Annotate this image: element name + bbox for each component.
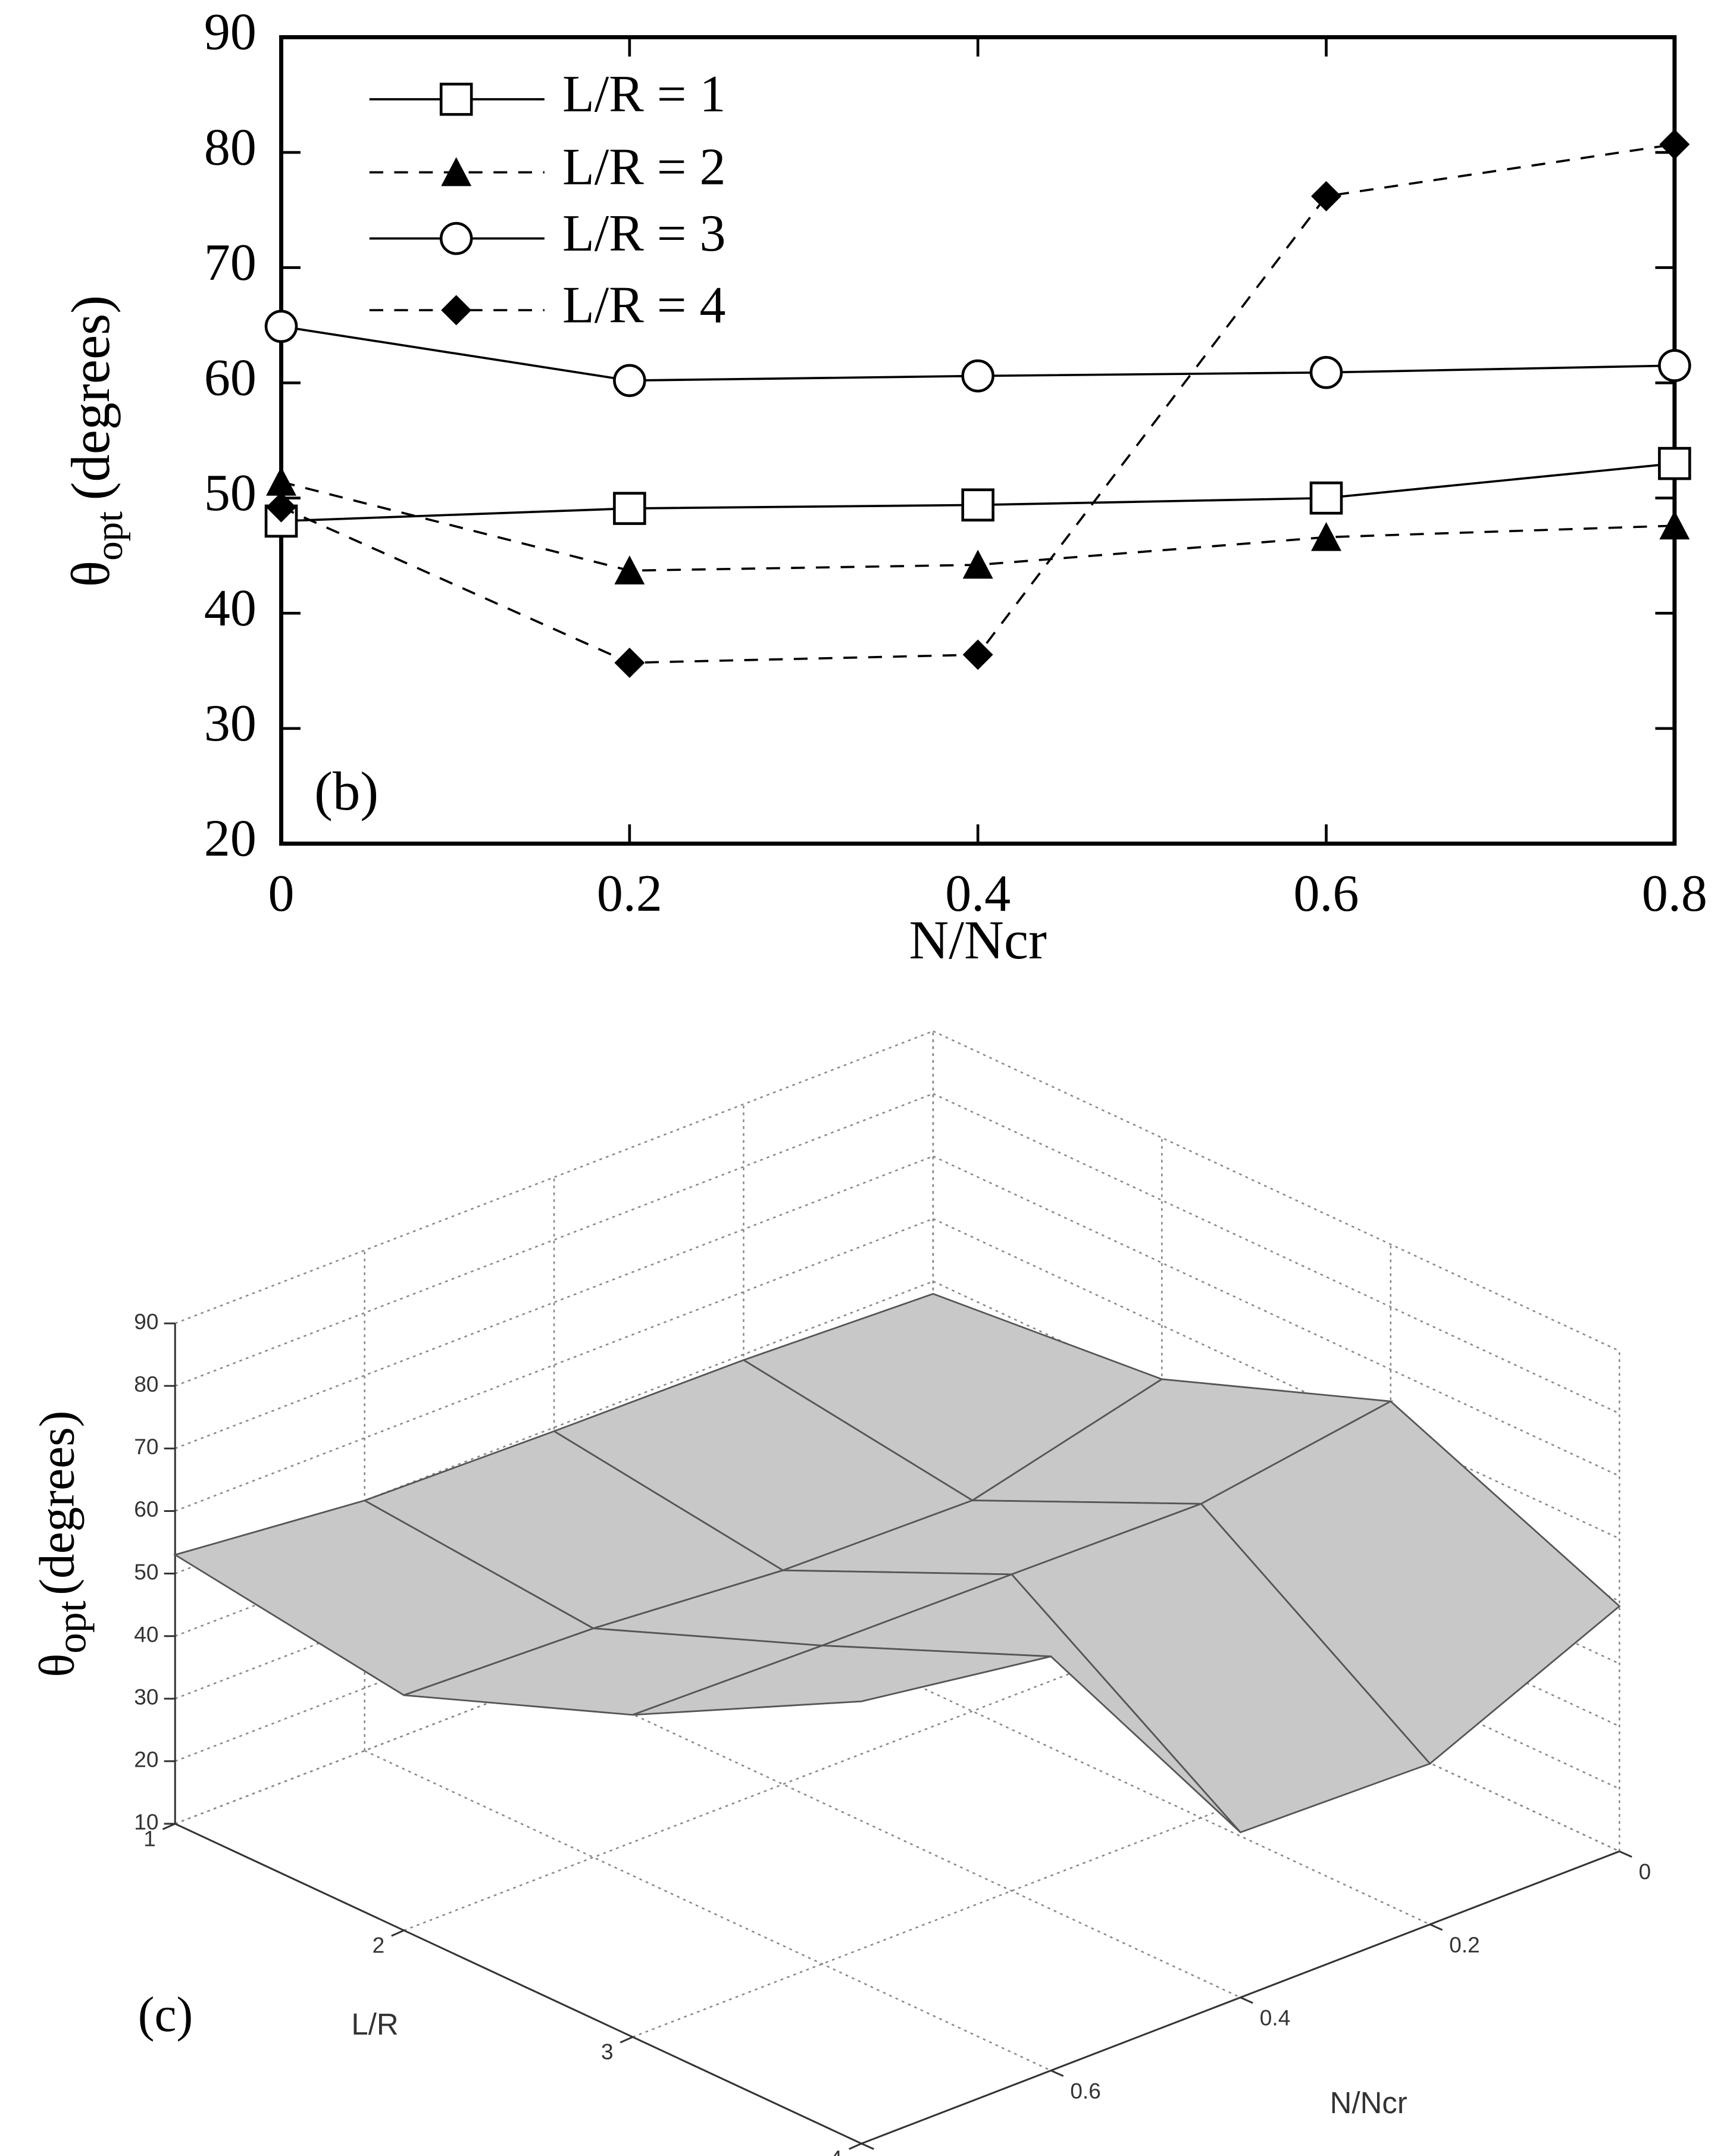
z-grid-line — [174, 1155, 934, 1449]
marker — [613, 364, 646, 398]
panel-label: (c) — [138, 1988, 193, 2042]
y-tick — [162, 1823, 176, 1830]
y-tick-label: 40 — [204, 579, 256, 637]
z-tick-label: 10 — [134, 1810, 158, 1835]
legend-label: L/R = 3 — [562, 205, 726, 263]
x-tick-label: 0.4 — [1260, 2005, 1291, 2030]
y-tick — [391, 1929, 405, 1937]
marker — [439, 82, 473, 116]
x-grid-line — [364, 1749, 1052, 2071]
y-tick-label: 70 — [204, 234, 256, 292]
y-tick-label: 3 — [601, 2039, 614, 2064]
x-tick-label: 0.2 — [597, 865, 662, 923]
y-tick-label: 90 — [204, 4, 256, 61]
legend-label: L/R = 1 — [562, 65, 726, 123]
marker — [614, 555, 645, 585]
z-grid-line — [174, 1280, 934, 1574]
marker — [441, 157, 472, 186]
y-tick-label: 30 — [204, 695, 256, 752]
z-tick-label: 90 — [134, 1309, 158, 1334]
z-grid-line — [174, 1030, 934, 1324]
z-tick-label: 20 — [134, 1747, 158, 1772]
y-tick-label: 50 — [204, 464, 256, 522]
y-axis — [174, 1823, 862, 2145]
z-label-unit: (degrees) — [30, 1411, 85, 1595]
z-axis-label: θopt (degrees) — [30, 1411, 95, 1677]
y-tick-label: 1 — [143, 1826, 156, 1851]
marker — [439, 221, 473, 255]
marker — [613, 492, 646, 525]
surface-patch — [632, 1645, 1052, 1716]
marker — [1659, 129, 1690, 160]
x-tick — [1619, 1850, 1632, 1858]
x-tick-label: 0.4 — [945, 865, 1010, 923]
x-tick-label: 0.8 — [881, 2151, 912, 2156]
z-grid-line — [933, 1093, 1620, 1414]
y-tick-label: 2 — [373, 1933, 385, 1958]
y-tick — [620, 2036, 633, 2043]
z-grid-line — [174, 1093, 934, 1387]
x-axis-label: N/Ncr — [1330, 2086, 1407, 2120]
marker — [961, 488, 995, 522]
y-tick-label: 20 — [204, 810, 256, 867]
y-tick — [849, 2142, 862, 2150]
z-grid-line — [933, 1155, 1620, 1477]
z-label-subscript: opt — [49, 1601, 95, 1654]
z-grid-line — [933, 1280, 1620, 1602]
x-tick-label: 0.8 — [1642, 865, 1707, 923]
z-tick-label: 50 — [134, 1559, 158, 1584]
z-tick-label: 30 — [134, 1684, 158, 1709]
y-grid-line — [403, 1637, 1162, 1932]
y-tick-label: 60 — [204, 349, 256, 407]
x-axis — [861, 1850, 1620, 2145]
z-tick-label: 70 — [134, 1434, 158, 1459]
marker — [962, 639, 993, 670]
z-grid-line — [933, 1218, 1620, 1539]
x-tick-label: 0.2 — [1449, 1932, 1480, 1957]
x-tick — [1240, 1996, 1253, 2004]
marker — [441, 295, 472, 326]
marker — [264, 310, 298, 343]
marker — [1658, 349, 1691, 382]
y-label-unit: (degrees) — [60, 295, 121, 501]
y-tick-label: 80 — [204, 118, 256, 176]
x-grid-line — [553, 1677, 1241, 1998]
z-tick-label: 40 — [134, 1621, 158, 1646]
x-tick-label: 0.6 — [1070, 2078, 1101, 2103]
y-label-symbol: θ — [60, 561, 121, 587]
y-axis-label: L/R — [351, 2007, 398, 2041]
z-tick-label: 60 — [134, 1496, 158, 1521]
x-tick — [1429, 1923, 1443, 1931]
marker — [962, 549, 993, 579]
y-axis-label: θopt (degrees) — [60, 295, 130, 587]
z-tick-label: 80 — [134, 1371, 158, 1396]
panel-label: (b) — [314, 761, 378, 822]
marker — [266, 467, 297, 496]
marker — [1659, 510, 1690, 540]
y-tick-label: 4 — [830, 2146, 842, 2156]
x-tick-label: 0.6 — [1294, 865, 1359, 923]
legend-label: L/R = 2 — [562, 139, 726, 196]
marker — [1311, 181, 1342, 212]
z-grid-line — [174, 1218, 934, 1512]
marker — [1309, 481, 1343, 515]
z-grid-line — [933, 1030, 1620, 1352]
legend-label: L/R = 4 — [562, 276, 726, 334]
y-label-subscript: opt — [88, 511, 131, 561]
x-tick-label: 0 — [268, 865, 295, 923]
z-label-symbol: θ — [30, 1654, 85, 1677]
x-tick — [1050, 2070, 1064, 2077]
x-tick-label: 0 — [1639, 1859, 1651, 1884]
marker — [961, 359, 995, 393]
marker — [1311, 522, 1342, 551]
marker — [1309, 355, 1343, 389]
marker — [1658, 446, 1691, 480]
x-tick — [861, 2142, 874, 2150]
x-axis-label: N/Ncr — [909, 910, 1047, 971]
